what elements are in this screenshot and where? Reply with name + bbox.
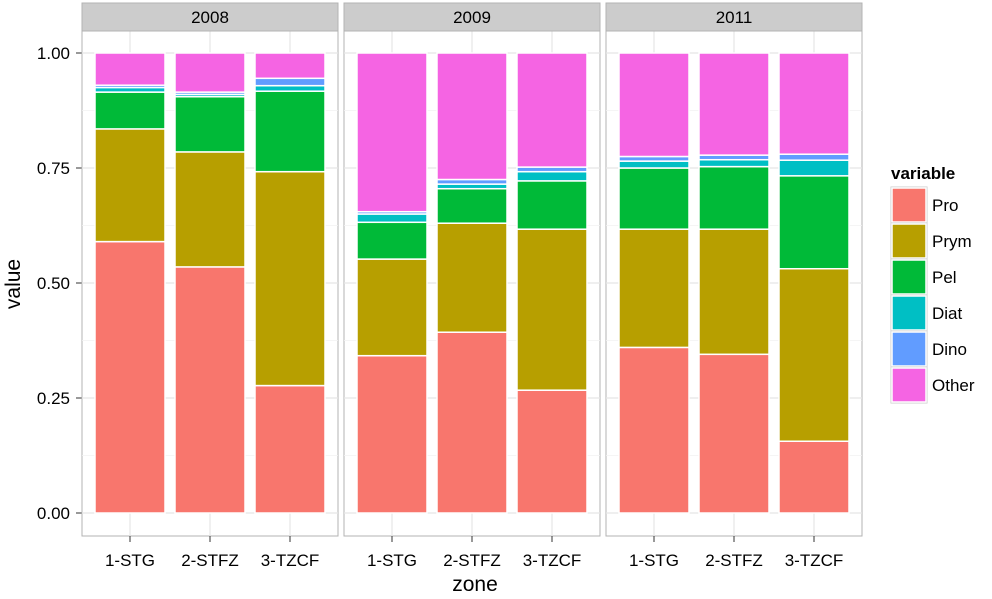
bar-segment xyxy=(698,52,770,156)
x-tick-label: 3-TZCF xyxy=(523,551,582,570)
x-tick-label: 1-STG xyxy=(105,551,155,570)
bar-segment xyxy=(618,167,690,230)
legend-label-other: Other xyxy=(932,376,975,395)
bar-segment xyxy=(516,228,588,391)
bar-segment xyxy=(698,353,770,514)
bar-segment xyxy=(174,52,246,93)
legend-swatch-pro xyxy=(891,187,927,223)
facet-strip xyxy=(605,2,863,32)
facet-label: 2009 xyxy=(453,8,491,27)
bar-segment xyxy=(436,187,508,224)
bar-segment xyxy=(698,228,770,356)
bar-segment xyxy=(778,153,850,161)
bar-segment xyxy=(436,331,508,514)
bar-segment xyxy=(778,52,850,155)
legend-label-prym: Prym xyxy=(932,232,972,251)
x-tick-label: 1-STG xyxy=(367,551,417,570)
y-tick-label: 0.25 xyxy=(37,389,70,408)
legend-swatch-dino xyxy=(891,331,927,367)
legend-label-dino: Dino xyxy=(932,340,967,359)
x-tick-label: 1-STG xyxy=(629,551,679,570)
bar-segment xyxy=(778,159,850,177)
bar-segment xyxy=(94,52,166,86)
y-tick-label: 1.00 xyxy=(37,44,70,63)
legend-swatch-diat xyxy=(891,295,927,331)
bar-segment xyxy=(516,52,588,168)
x-tick-label: 2-STFZ xyxy=(181,551,239,570)
bar-segment xyxy=(254,52,326,80)
legend-swatch-prym xyxy=(891,223,927,259)
bar-segment xyxy=(356,52,428,213)
facet-label: 2011 xyxy=(716,8,753,27)
legend-label-pel: Pel xyxy=(932,268,957,287)
y-tick-label: 0.75 xyxy=(37,159,70,178)
x-tick-label: 3-TZCF xyxy=(261,551,320,570)
facet-strip xyxy=(343,2,601,32)
bar-segment xyxy=(254,170,326,387)
bar-segment xyxy=(436,52,508,181)
bar-segment xyxy=(174,95,246,153)
legend-swatch-other xyxy=(891,367,927,403)
bar-segment xyxy=(618,346,690,514)
bar-segment xyxy=(778,440,850,514)
bar-segment xyxy=(698,165,770,230)
x-tick-label: 3-TZCF xyxy=(785,551,844,570)
y-tick-label: 0.00 xyxy=(37,504,70,523)
legend-title: variable xyxy=(891,164,955,183)
bar-segment xyxy=(516,170,588,182)
bar-segment xyxy=(94,240,166,514)
bar-segment xyxy=(356,354,428,514)
y-tick-label: 0.50 xyxy=(37,274,70,293)
facet-label: 2008 xyxy=(191,8,229,27)
legend-swatch-pel xyxy=(891,259,927,295)
bar-segment xyxy=(618,160,690,169)
bar-segment xyxy=(356,258,428,357)
bar-segment xyxy=(356,221,428,260)
legend-label-diat: Diat xyxy=(932,304,963,323)
bar-segment xyxy=(356,213,428,224)
bar-segment xyxy=(516,180,588,230)
bar-segment xyxy=(698,158,770,168)
y-axis-title: value xyxy=(2,259,25,309)
bar-segment xyxy=(94,91,166,130)
bar-segment xyxy=(94,128,166,243)
bar-segment xyxy=(174,266,246,514)
bar-segment xyxy=(174,151,246,268)
bar-segment xyxy=(254,77,326,87)
bar-segment xyxy=(254,84,326,92)
bar-segment xyxy=(436,222,508,333)
x-tick-label: 2-STFZ xyxy=(705,551,763,570)
bar-segment xyxy=(778,267,850,442)
bar-segment xyxy=(618,228,690,349)
bar-segment xyxy=(254,384,326,514)
bar-segment xyxy=(778,175,850,270)
facet-strip xyxy=(81,2,339,32)
bar-segment xyxy=(618,52,690,158)
legend-label-pro: Pro xyxy=(932,196,958,215)
bar-segment xyxy=(254,90,326,173)
x-axis-title: zone xyxy=(452,573,498,596)
x-tick-label: 2-STFZ xyxy=(443,551,501,570)
bar-segment xyxy=(516,389,588,514)
